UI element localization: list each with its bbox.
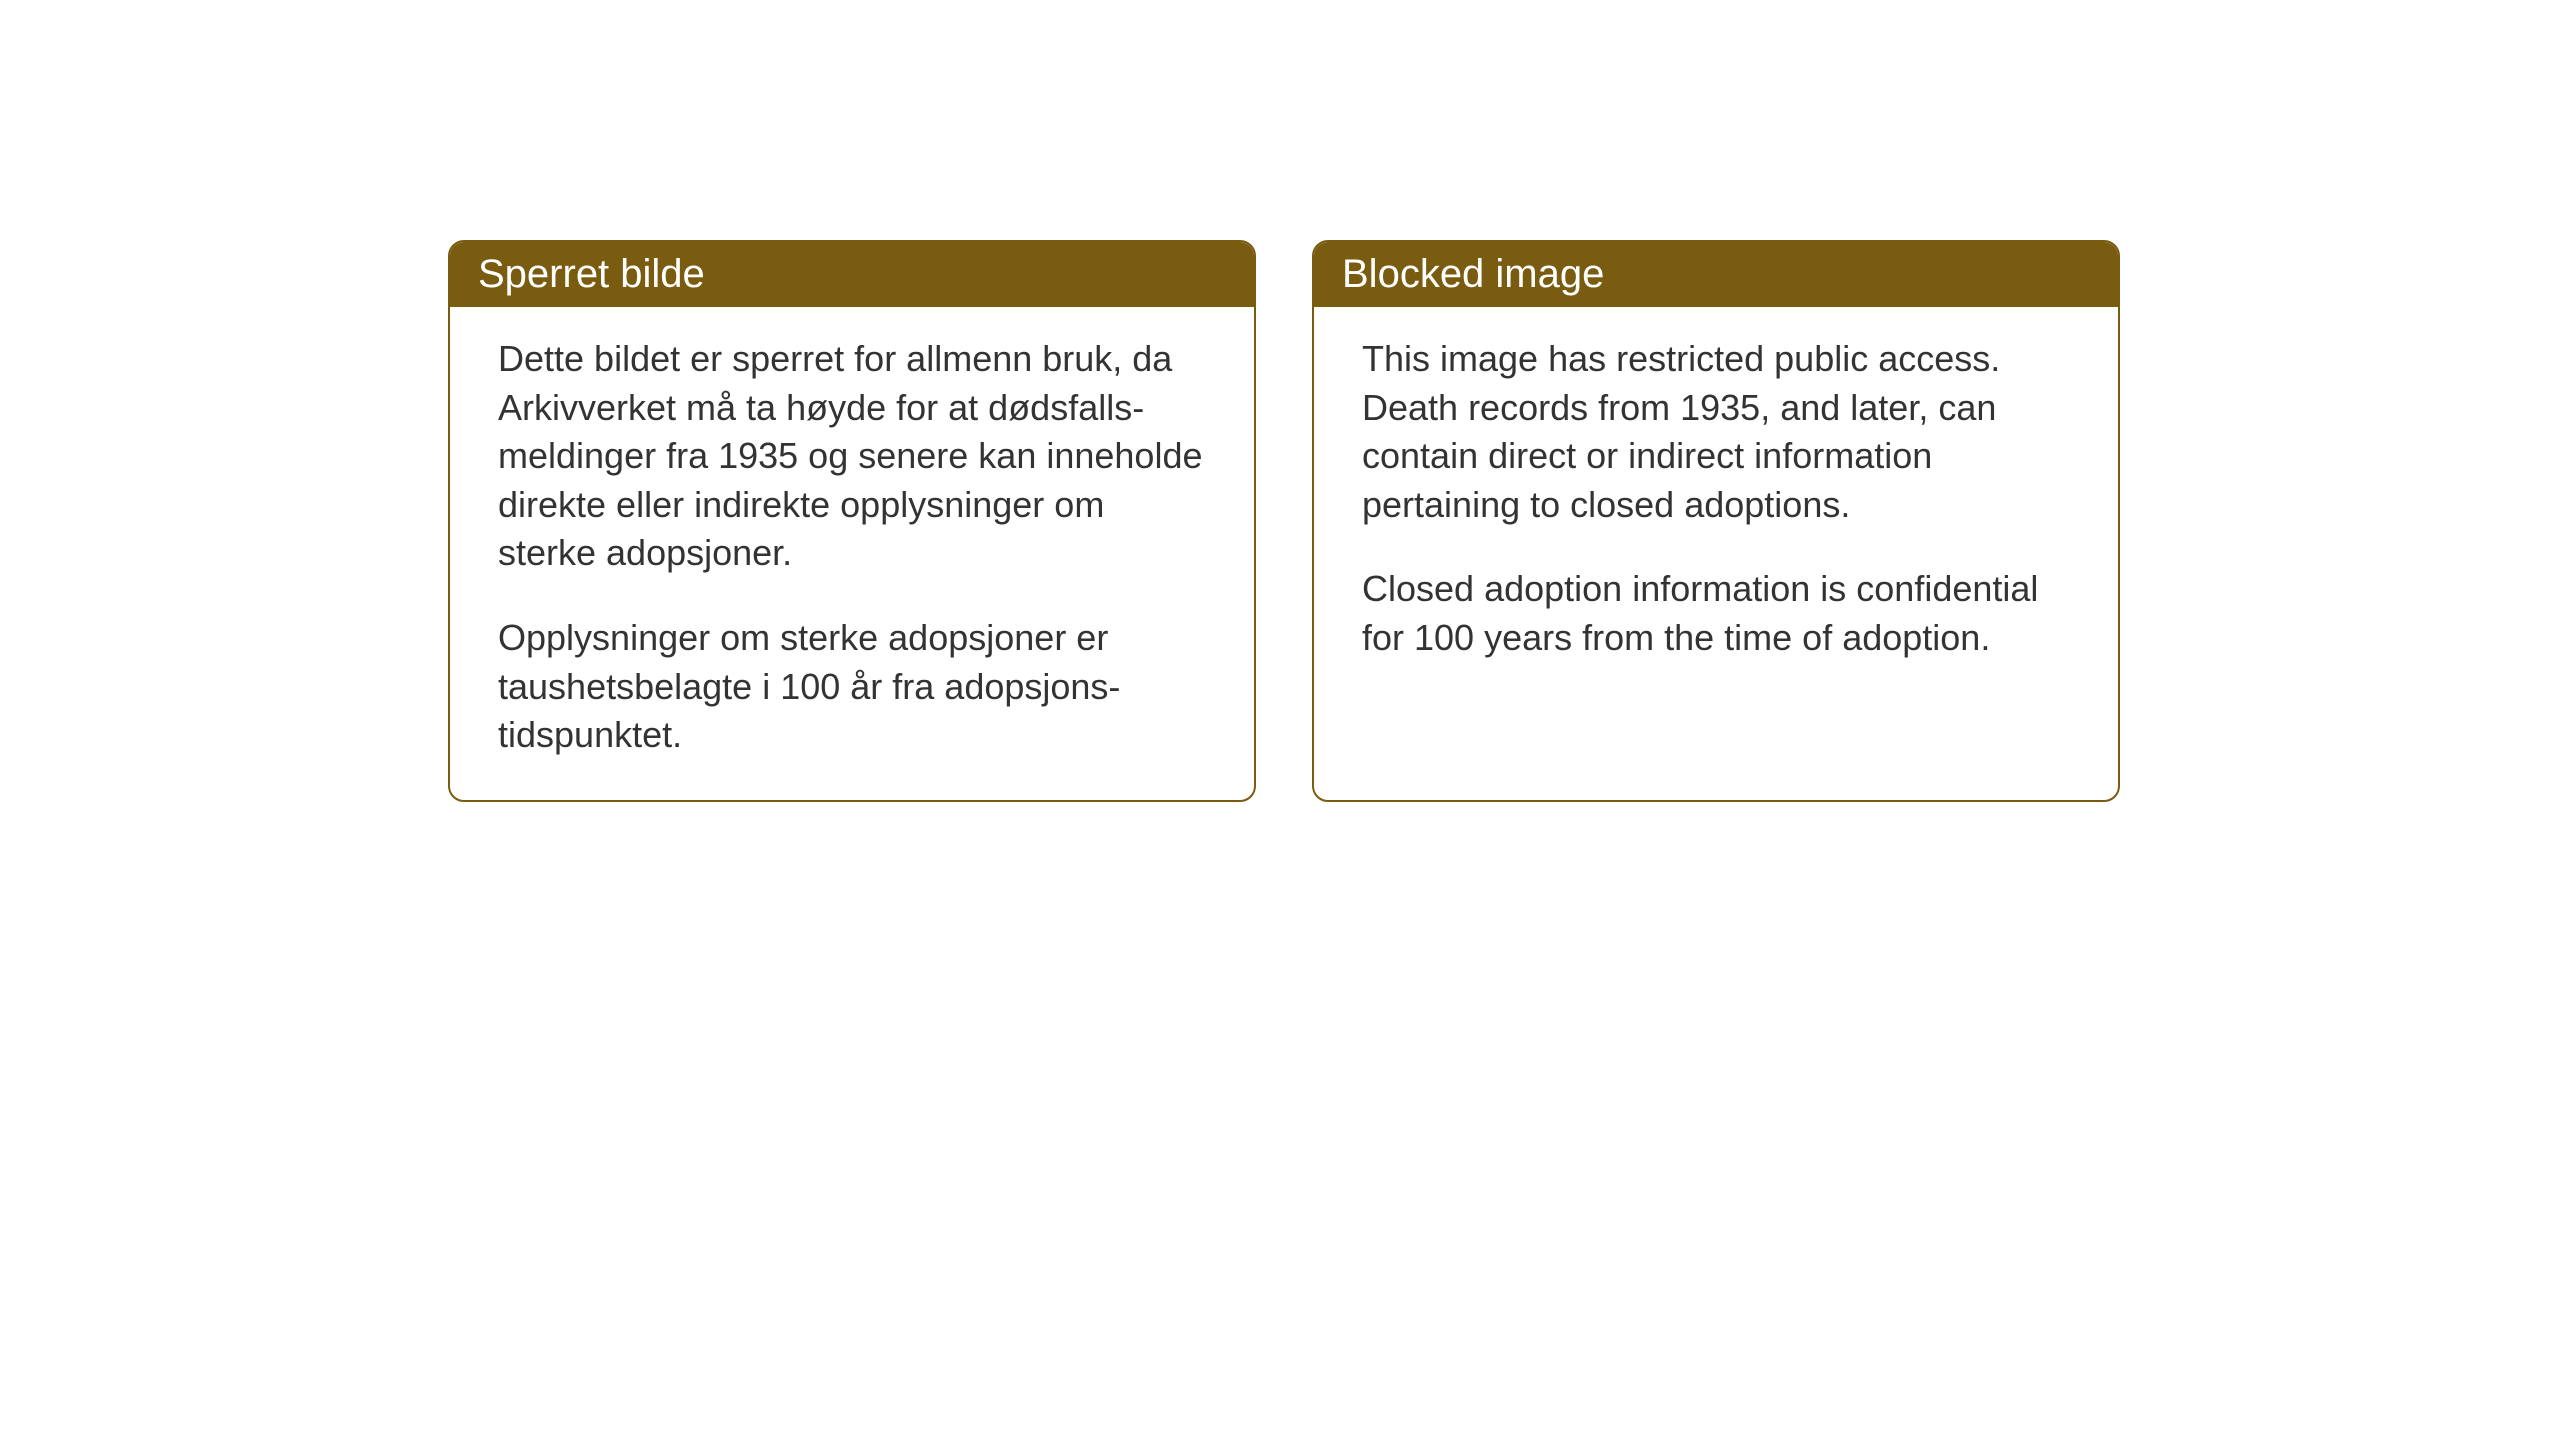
norwegian-notice-card: Sperret bilde Dette bildet er sperret fo… xyxy=(448,240,1256,802)
english-paragraph-1: This image has restricted public access.… xyxy=(1362,335,2070,529)
english-card-body: This image has restricted public access.… xyxy=(1314,307,2118,703)
norwegian-paragraph-2: Opplysninger om sterke adopsjoner er tau… xyxy=(498,614,1206,760)
norwegian-card-body: Dette bildet er sperret for allmenn bruk… xyxy=(450,307,1254,800)
norwegian-paragraph-1: Dette bildet er sperret for allmenn bruk… xyxy=(498,335,1206,578)
english-card-title: Blocked image xyxy=(1314,242,2118,307)
notice-container: Sperret bilde Dette bildet er sperret fo… xyxy=(448,240,2120,802)
english-notice-card: Blocked image This image has restricted … xyxy=(1312,240,2120,802)
english-paragraph-2: Closed adoption information is confident… xyxy=(1362,565,2070,662)
norwegian-card-title: Sperret bilde xyxy=(450,242,1254,307)
